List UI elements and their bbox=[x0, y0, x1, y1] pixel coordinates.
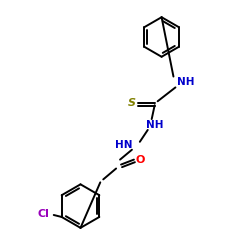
Text: S: S bbox=[128, 98, 136, 108]
Text: HN: HN bbox=[116, 140, 133, 150]
Text: NH: NH bbox=[146, 120, 164, 130]
Text: Cl: Cl bbox=[38, 209, 50, 219]
Text: NH: NH bbox=[178, 78, 195, 88]
Text: O: O bbox=[135, 154, 144, 164]
